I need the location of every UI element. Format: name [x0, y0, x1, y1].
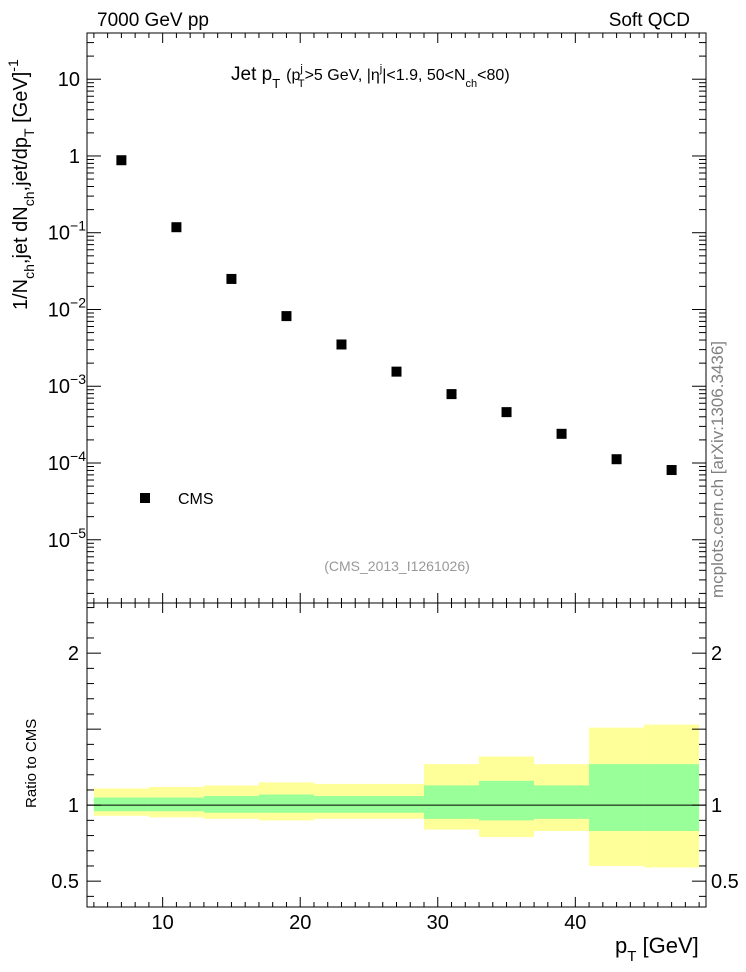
plot-title-cond-a: >5 GeV, |η: [305, 67, 380, 84]
watermark: mcplots.cern.ch [arXiv:1306.3436]: [708, 341, 727, 598]
y-tick-label-exp: −2: [70, 294, 86, 310]
ratio-band-inner: [589, 764, 645, 831]
legend-label: CMS: [178, 491, 214, 508]
data-point: [226, 273, 237, 284]
data-point: [446, 389, 457, 400]
y-axis-label-upper: 1/Nch,jet dNch,jet/dpT [GeV]-1: [5, 59, 37, 310]
y-tick-label-base: 10: [48, 530, 70, 552]
ratio-band-inner: [258, 794, 314, 813]
y-tick-label-main: 10−4: [48, 448, 86, 475]
data-point: [116, 155, 127, 166]
plot-title-cond-b-sub: ch: [466, 78, 478, 90]
ylabel-sub1: ch: [21, 264, 37, 279]
y-tick-label-main: 10−2: [48, 294, 86, 321]
ylabel-part1: 1/N: [10, 279, 32, 310]
ratio-band-inner: [479, 780, 535, 821]
y-tick-label-ratio: 0.5: [51, 871, 79, 893]
y-tick-label-main: 10: [58, 69, 80, 91]
plot-title-main-sub: T: [272, 76, 280, 91]
y-tick-label-exp: −5: [70, 525, 86, 541]
data-points: [116, 155, 677, 476]
reference-label: (CMS_2013_I1261026): [324, 558, 470, 574]
data-point: [611, 454, 622, 465]
x-axis-label: pT [GeV]: [615, 933, 699, 965]
xlabel-unit: [GeV]: [636, 933, 698, 958]
y-tick-label-ratio-right: 0.5: [711, 871, 739, 893]
ylabel-sub3: T: [21, 128, 37, 137]
y-tick-label-main: 10−5: [48, 525, 86, 552]
data-point: [281, 311, 292, 322]
y-tick-label-ratio: 1: [68, 795, 79, 817]
data-point: [171, 222, 182, 233]
data-point: [556, 428, 567, 439]
y-tick-label-base: 10: [48, 453, 70, 475]
y-tick-label-main: 10−3: [48, 371, 86, 398]
plot-title: Jet pT (pj T>5 GeV, |ηj|<1.9, 50<Nch<80): [231, 63, 510, 91]
data-point: [336, 339, 347, 350]
data-point: [501, 407, 512, 418]
header-left: 7000 GeV pp: [97, 10, 209, 31]
plot-title-cond-b: |<1.9, 50<N: [382, 67, 465, 84]
ratio-band-inner: [424, 785, 480, 819]
data-point: [391, 366, 402, 377]
legend-marker: [140, 493, 150, 503]
x-tick-label: 10: [152, 912, 174, 934]
ratio-band-inner: [148, 797, 204, 812]
ratio-bands: [87, 724, 706, 868]
ratio-axis-ticks: 10 20 30 40 0.5 0.5 1 1 2 2: [51, 603, 739, 934]
y-tick-label-exp: −4: [70, 448, 86, 464]
xlabel-main: p: [615, 933, 627, 958]
plot-title-main: Jet p: [231, 64, 272, 85]
y-tick-label-base: 10: [48, 223, 70, 245]
ratio-band-inner: [203, 796, 259, 813]
ylabel-part3: ,jet/dp: [10, 137, 32, 191]
y-tick-label-main: 10−1: [48, 218, 86, 245]
x-tick-label: 30: [427, 912, 449, 934]
y-tick-label-main: 1: [69, 146, 80, 168]
x-tick-label: 40: [564, 912, 586, 934]
ylabel-sup: -1: [5, 59, 21, 72]
header-right: Soft QCD: [609, 10, 690, 31]
ylabel-sub2: ch: [21, 191, 37, 206]
y-tick-label-exp: −1: [70, 218, 86, 234]
ratio-band-inner: [534, 785, 590, 819]
y-axis-label-lower: Ratio to CMS: [23, 719, 40, 808]
ylabel-part2: ,jet dN: [10, 206, 32, 264]
y-tick-label-ratio-right: 2: [711, 643, 722, 665]
plot-title-cond-a-sup: j: [379, 63, 382, 75]
ratio-frame: [86, 602, 707, 908]
y-tick-label-base: 10: [48, 376, 70, 398]
x-tick-label: 20: [289, 912, 311, 934]
plot-title-cond-open: (p: [286, 67, 300, 84]
plot-title-cond-sup: j: [299, 63, 302, 75]
plot-title-cond-sub: T: [298, 78, 305, 90]
ylabel-part4: [GeV]: [10, 72, 32, 129]
y-tick-label-base: 10: [48, 299, 70, 321]
xlabel-sub: T: [627, 948, 636, 965]
ratio-band-inner: [93, 797, 149, 812]
y-tick-label-ratio: 2: [68, 643, 79, 665]
ratio-band-inner: [644, 764, 700, 831]
ratio-band-inner: [313, 796, 425, 813]
main-frame: [86, 32, 707, 604]
y-tick-label-ratio-right: 1: [711, 795, 722, 817]
y-tick-label-exp: −3: [70, 371, 86, 387]
plot-title-cond-c: <80): [477, 67, 509, 84]
data-point: [666, 465, 677, 476]
